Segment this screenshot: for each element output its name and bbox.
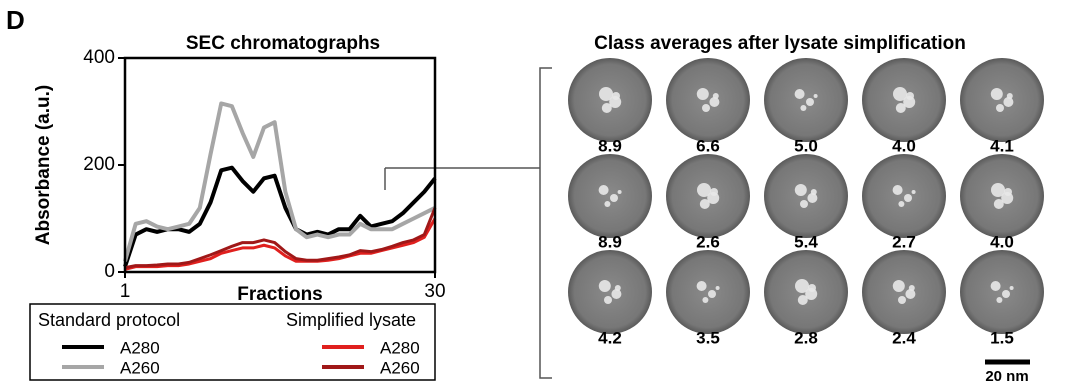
particle-density [991,281,1001,291]
particle-density [795,184,807,196]
class-label: 3.5 [696,328,720,347]
legend-label: A260 [120,358,160,377]
particle-density [618,190,622,194]
particle-density [808,284,816,292]
class-label: 6.6 [696,136,720,155]
class-average-image [764,154,848,238]
class-average-image [764,58,848,142]
particle-density [896,103,906,113]
particle-density [996,297,1002,303]
particle-density [904,194,912,202]
y-tick-label: 400 [83,47,115,68]
particle-density [814,94,818,98]
class-average-image [862,250,946,334]
particle-density [697,281,707,291]
y-tick-label: 200 [83,154,115,175]
particle-density [906,92,914,100]
legend-group: Standard protocol [38,310,180,330]
class-label: 5.4 [794,232,818,251]
particle-density [795,89,805,99]
particle-density [1004,188,1012,196]
particle-density [798,295,808,305]
particle-density [697,88,709,100]
chart-title: SEC chromatographs [186,33,380,54]
class-average-image [666,250,750,334]
class-label: 2.7 [892,232,916,251]
legend-label: A260 [380,358,420,377]
particle-density [604,296,612,304]
legend-label: A280 [380,338,420,357]
class-average-image [960,250,1044,334]
particle-density [893,185,903,195]
class-label: 2.4 [892,328,916,347]
legend-label: A280 [120,338,160,357]
particle-density [893,280,905,292]
particle-density [800,200,808,208]
class-label: 2.8 [794,328,818,347]
class-label: 4.1 [990,136,1014,155]
class-label: 4.0 [990,232,1014,251]
class-label: 4.0 [892,136,916,155]
panel-label: D [6,5,25,35]
class-average-image [862,154,946,238]
particle-density [615,285,621,291]
class-average-image [568,154,652,238]
bracket [540,68,552,378]
particle-density [700,199,710,209]
class-label: 8.9 [598,136,622,155]
class-label: 5.0 [794,136,818,155]
particle-density [991,88,1003,100]
legend-group: Simplified lysate [286,310,416,330]
scale-bar-label: 20 nm [985,368,1028,384]
particle-density [800,105,806,111]
class-average-image [568,250,652,334]
class-label: 4.2 [598,328,622,347]
particle-density [806,98,814,106]
figure: D SEC chromatographs Absorbance (a.u.) F… [0,0,1084,384]
class-label: 2.6 [696,232,720,251]
particle-density [909,285,915,291]
series-line [125,219,435,270]
particle-density [702,104,710,112]
particle-density [602,103,612,113]
particle-density [811,189,817,195]
class-label: 8.9 [598,232,622,251]
particle-density [708,290,716,298]
particle-density [912,190,916,194]
particle-density [994,199,1004,209]
particle-density [716,286,720,290]
class-label: 1.5 [990,328,1014,347]
particle-density [1010,286,1014,290]
particle-density [710,188,718,196]
panel-title: Class averages after lysate simplificati… [594,33,966,54]
x-tick-label: 30 [424,281,445,302]
particle-density [1002,290,1010,298]
particle-density [713,93,719,99]
x-tick-label: 1 [120,281,131,302]
particle-density [599,280,611,292]
class-average-image [960,58,1044,142]
particle-density [702,297,708,303]
particle-density [612,92,620,100]
particle-density [610,194,618,202]
y-tick-label: 0 [104,261,115,282]
particle-density [599,185,609,195]
particle-density [1007,93,1013,99]
particle-density [898,296,906,304]
series-line [125,208,435,268]
particle-density [604,201,610,207]
class-average-image [666,58,750,142]
particle-density [898,201,904,207]
series-line [125,103,435,261]
particle-density [996,104,1004,112]
y-axis-label: Absorbance (a.u.) [33,85,54,245]
x-axis-label: Fractions [237,284,323,305]
